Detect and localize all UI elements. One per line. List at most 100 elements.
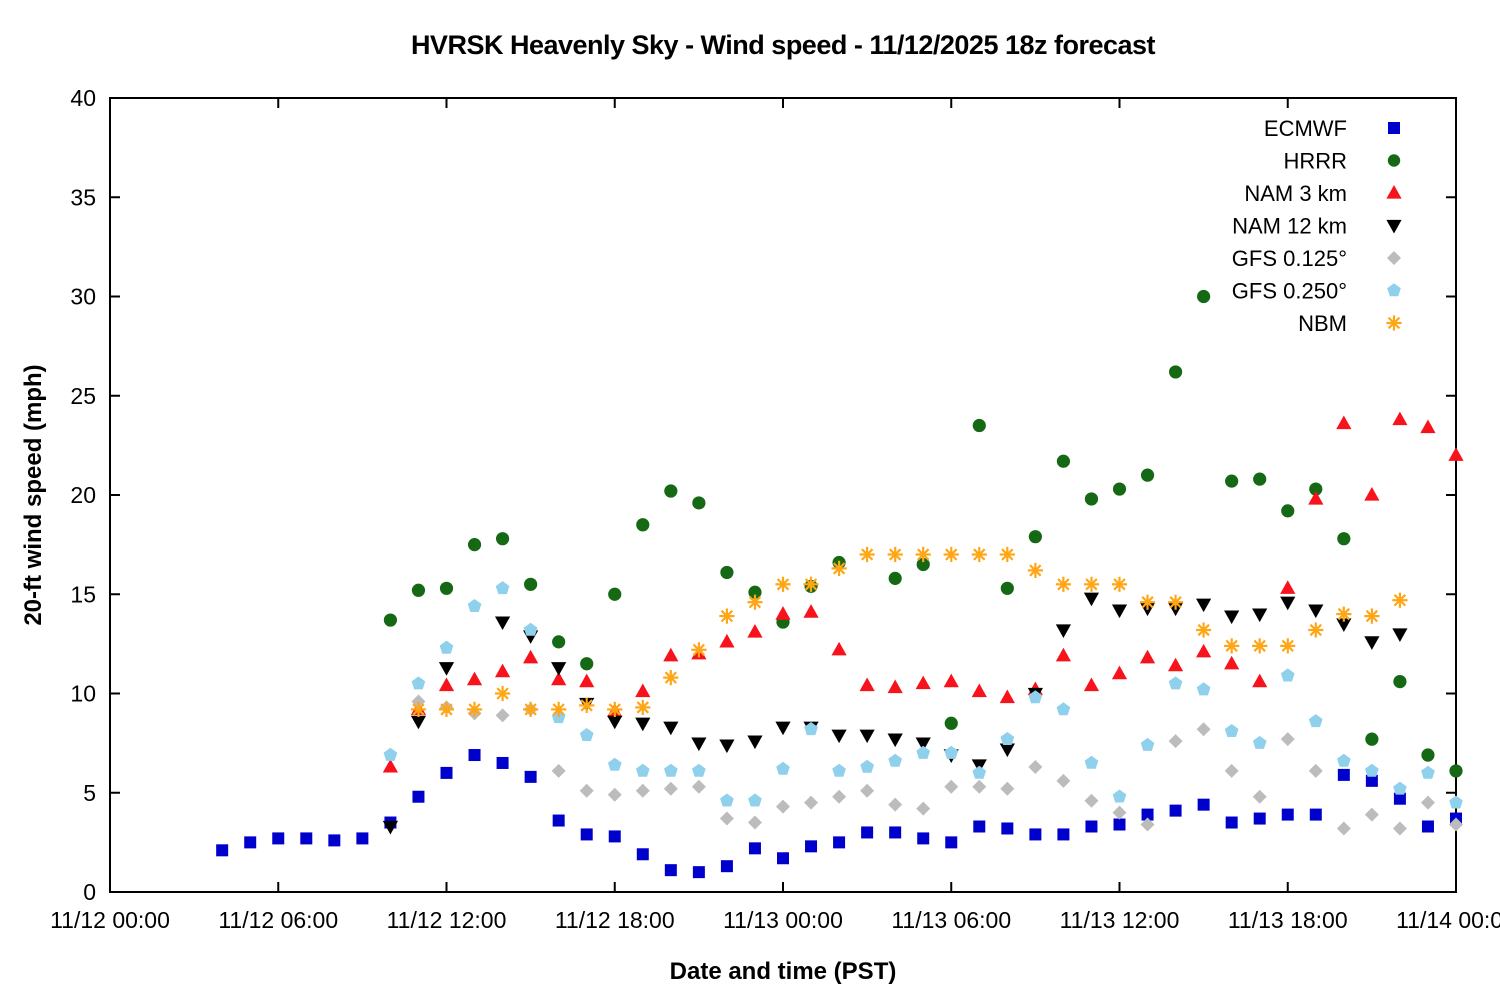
gfs0125-data-point (776, 799, 790, 814)
nbm-data-point (1336, 606, 1352, 622)
nam3km-data-point (1111, 665, 1128, 680)
legend-item-nam3km: NAM 3 km (1244, 181, 1402, 206)
nam12km-data-point (999, 743, 1015, 758)
ecmwf-data-point (272, 832, 285, 845)
nam3km-data-point (1167, 657, 1184, 672)
gfs0125-data-point (1280, 732, 1295, 747)
hrrr-data-point (1365, 732, 1379, 746)
nam3km-data-point (719, 633, 735, 648)
y-tick-label: 10 (70, 681, 96, 707)
gfs0250-data-point (1112, 789, 1127, 803)
hrrr-data-point (720, 565, 734, 580)
hrrr-data-point (524, 577, 538, 591)
nbm-data-point (438, 701, 455, 717)
nam3km-data-point (1083, 677, 1100, 692)
nam3km-data-point (1196, 643, 1212, 658)
hrrr-data-point (1112, 482, 1127, 496)
gfs0125-data-point (1028, 759, 1043, 774)
ecmwf-data-point (1169, 804, 1182, 817)
gfs0125-data-point (747, 815, 762, 830)
gfs0250-data-point (467, 599, 482, 612)
nbm-data-point (551, 701, 567, 717)
nam12km-data-point (887, 733, 903, 748)
nbm-data-point (466, 701, 483, 717)
nam12km-data-point (1196, 598, 1212, 613)
legend-marker-square-icon (1388, 122, 1400, 134)
legend-item-ecmwf: ECMWF (1264, 116, 1400, 141)
gfs0125-data-point (1252, 789, 1267, 804)
gfs0125-data-point (1112, 805, 1127, 820)
ecmwf-data-point (216, 844, 229, 857)
gfs0250-data-point (1449, 795, 1463, 809)
ecmwf-data-point (300, 832, 313, 845)
hrrr-data-point (664, 484, 678, 498)
nam12km-data-point (1055, 624, 1072, 638)
gfs0250-data-point (944, 745, 959, 759)
y-tick-label: 40 (70, 85, 96, 111)
nbm-data-point (1139, 594, 1156, 610)
nam3km-data-point (775, 606, 791, 620)
ecmwf-data-point (1253, 812, 1266, 825)
nbm-data-point (635, 699, 651, 715)
hrrr-data-point (888, 571, 902, 585)
gfs0250-data-point (1252, 735, 1267, 749)
y-tick-label: 20 (70, 482, 96, 508)
gfs0250-data-point (804, 722, 818, 736)
gfs0125-data-point (1056, 773, 1071, 788)
nam3km-data-point (494, 663, 511, 678)
gfs0125-data-point (944, 779, 959, 794)
legend-marker-asterisk-icon (1386, 315, 1402, 331)
gfs0125-data-point (663, 781, 678, 796)
hrrr-data-point (1337, 532, 1351, 546)
nam3km-data-point (523, 649, 539, 664)
gfs0250-data-point (664, 763, 678, 777)
gfs0250-data-point (411, 676, 426, 690)
x-tick-label: 11/12 12:00 (387, 907, 507, 933)
nam3km-data-point (579, 673, 595, 688)
gfs0250-data-point (1393, 781, 1407, 795)
nam3km-data-point (1055, 647, 1072, 662)
gfs0125-data-point (916, 801, 931, 816)
ecmwf-data-point (524, 770, 537, 783)
nbm-data-point (1280, 638, 1296, 654)
hrrr-data-point (552, 635, 566, 649)
gfs0250-data-point (720, 793, 734, 807)
legend-item-nam12km: NAM 12 km (1232, 214, 1402, 239)
ecmwf-data-point (1197, 798, 1210, 811)
hrrr-data-point (1393, 674, 1407, 689)
y-tick-label: 0 (83, 879, 96, 905)
ecmwf-data-point (244, 836, 257, 849)
gfs0250-data-point (383, 747, 398, 761)
ecmwf-data-point (1085, 820, 1098, 833)
gfs0125-data-point (495, 708, 510, 723)
chart-title: HVRSK Heavenly Sky - Wind speed - 11/12/… (410, 30, 1156, 60)
nam3km-data-point (803, 604, 819, 618)
ecmwf-data-point (1393, 792, 1406, 805)
legend-marker-triangle-up-icon (1386, 185, 1402, 199)
x-tick-label: 11/13 06:00 (891, 907, 1011, 933)
nam3km-data-point (1336, 415, 1352, 430)
series-gfs0250 (383, 581, 1463, 809)
ecmwf-data-point (1029, 828, 1042, 841)
ecmwf-data-point (833, 836, 846, 849)
nam12km-data-point (1224, 610, 1240, 625)
x-axis-label: Date and time (PST) (669, 958, 897, 985)
nbm-data-point (1392, 592, 1408, 608)
gfs0250-data-point (495, 581, 510, 595)
nam3km-data-point (971, 683, 987, 698)
nbm-data-point (747, 594, 763, 610)
nam3km-data-point (1252, 673, 1268, 688)
nam3km-data-point (438, 677, 455, 692)
nam3km-data-point (943, 673, 959, 688)
legend-marker-diamond-icon (1387, 251, 1401, 265)
gfs0250-data-point (1056, 702, 1071, 716)
nam12km-data-point (915, 737, 931, 752)
ecmwf-data-point (412, 790, 425, 803)
nbm-data-point (1364, 608, 1380, 624)
nam3km-data-point (859, 677, 875, 692)
gfs0125-data-point (1308, 763, 1323, 778)
nam12km-data-point (1252, 608, 1268, 623)
hrrr-data-point (439, 581, 454, 595)
nam12km-data-point (1364, 636, 1380, 650)
